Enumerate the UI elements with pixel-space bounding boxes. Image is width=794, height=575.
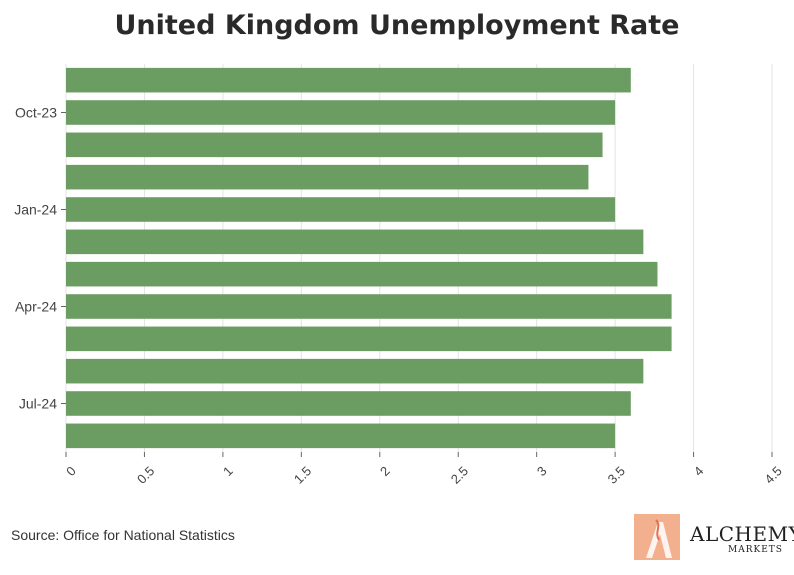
bar-jul-24 [66, 391, 631, 416]
y-axis-ticks: Oct-23 Jan-24 Apr-24 Jul-24 [14, 105, 66, 412]
x-tick-label-2: 1 [220, 463, 236, 479]
bar-mar-24 [66, 261, 658, 287]
source-note: Source: Office for National Statistics [11, 527, 235, 543]
y-tick-label-apr-24: Apr-24 [15, 299, 57, 315]
x-tick-label-0: 0 [63, 463, 79, 479]
x-tick-label-3: 1.5 [291, 463, 314, 486]
bar-apr-24 [66, 294, 672, 319]
bar-may-24 [66, 326, 672, 352]
logo-name: ALCHEMY [690, 522, 794, 546]
bar-oct-23 [66, 100, 616, 125]
y-tick-label-jul-24: Jul-24 [19, 396, 57, 412]
bar-aug-24 [66, 423, 616, 449]
bar-jan-24 [66, 197, 616, 222]
x-tick-label-9: 4.5 [762, 463, 785, 486]
y-tick-label-oct-23: Oct-23 [15, 105, 57, 121]
bar-nov-23 [66, 132, 603, 158]
x-tick-label-4: 2 [377, 463, 393, 479]
bar-chart: Oct-23 Jan-24 Apr-24 Jul-24 0 0.5 1 1.5 2 2.5 3 3.… [14, 64, 785, 487]
x-axis-ticks: 0 0.5 1 1.5 2 2.5 3 3.5 4 4.5 [63, 452, 785, 487]
chart-title: United Kingdom Unemployment Rate [114, 10, 680, 41]
grid-lines [65, 64, 773, 452]
x-tick-label-7: 3.5 [605, 463, 628, 486]
x-tick-label-6: 3 [534, 463, 550, 479]
bar-jun-24 [66, 358, 644, 384]
x-tick-label-8: 4 [691, 463, 707, 479]
bars [66, 67, 672, 449]
alchemy-logo-icon [634, 514, 680, 560]
bar-dec-23 [66, 164, 589, 190]
brand-logo: ALCHEMY MARKETS [632, 512, 794, 562]
bar-sep-23 [66, 67, 631, 93]
x-tick-label-5: 2.5 [448, 463, 471, 486]
x-tick-label-1: 0.5 [134, 463, 157, 486]
y-tick-label-jan-24: Jan-24 [14, 202, 57, 218]
logo-subtitle: MARKETS [728, 545, 783, 555]
bar-feb-24 [66, 229, 644, 255]
